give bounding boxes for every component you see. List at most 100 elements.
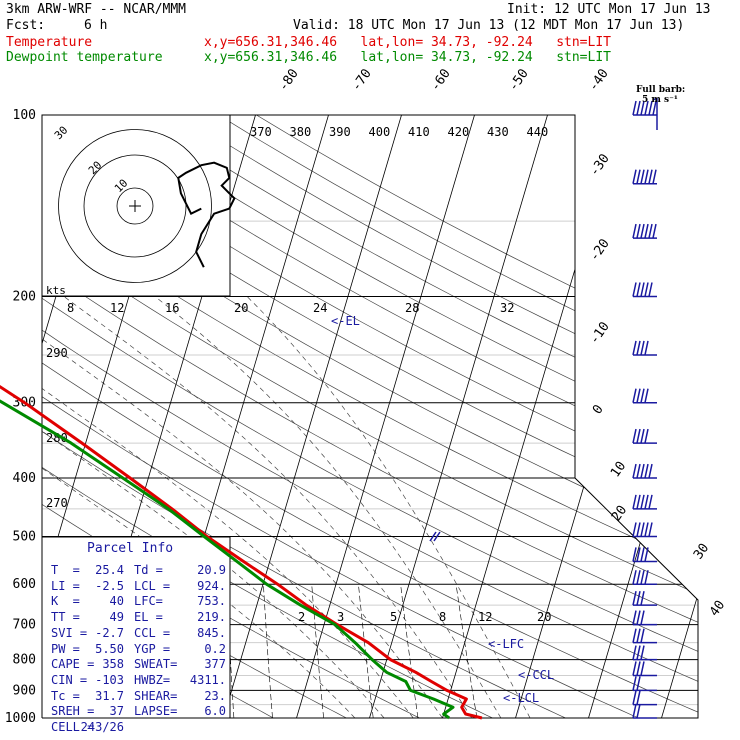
hodograph-ring [116, 187, 154, 225]
hodograph-speed-label: 24 [313, 301, 327, 315]
wind-barb-legend [652, 97, 658, 101]
parcel-cell: SVI = [51, 625, 88, 640]
hodograph-speed-label: 8 [67, 301, 74, 315]
parcel-cell: YGP = [134, 641, 171, 656]
wind-barb-flag [652, 169, 657, 184]
wind-barb-flag [644, 388, 649, 403]
wind-barb-flag [644, 522, 649, 537]
wind-barb-flag [632, 645, 637, 660]
mixing-ratio-label: 8 [439, 610, 446, 624]
moist-adiabat [246, 296, 531, 718]
wind-barb-flag [636, 570, 641, 585]
wind-barb-flag [640, 463, 645, 479]
dry-adiabat [42, 115, 698, 718]
parcel-cell: -2.7 [95, 625, 124, 640]
isotherm-line [442, 115, 621, 718]
isotherm-label: -40 [586, 66, 612, 94]
isotherm-line [296, 115, 475, 718]
dry-adiabat [42, 115, 698, 718]
temperature-legend-label: Temperature [6, 35, 93, 50]
parcel-cell: 377 [204, 657, 226, 672]
hodograph-speed-label: 28 [405, 301, 419, 315]
wind-barb-flag [640, 547, 645, 562]
theta-label: 380 [290, 125, 312, 139]
dry-adiabat [180, 115, 698, 718]
isotherm-line [588, 115, 698, 718]
wind-barb-flag [636, 223, 641, 239]
wind-barb-flag [648, 223, 653, 239]
dry-adiabat [105, 115, 698, 718]
parcel-cell: 20.9 [197, 563, 226, 577]
parcel-cell: 5.50 [95, 641, 124, 656]
hodograph-unit: kts [46, 284, 66, 297]
dewpoint-legend-info: x,y=656.31,346.46 lat,lon= 34.73, -92.24… [204, 50, 611, 65]
theta-label: 270 [46, 496, 68, 510]
parcel-cell: LI = [51, 578, 80, 593]
wind-barb-flag [652, 223, 657, 239]
forecast-hour: 6 h [84, 18, 108, 33]
mixing-ratio-label: 12 [478, 610, 492, 624]
wind-barb-flag [632, 223, 637, 239]
parcel-cell: 924. [197, 578, 226, 593]
wind-barb-flag [632, 610, 637, 625]
wind-barb-flag [632, 690, 637, 705]
wind-barb-flag [632, 591, 637, 606]
isotherm-label: 40 [707, 598, 728, 619]
parcel-info-box [42, 537, 230, 718]
dry-adiabat [142, 115, 698, 718]
wind-barb-flag [648, 522, 653, 537]
parcel-cell: 845. [197, 625, 226, 640]
wind-barb-flag [632, 661, 637, 676]
wind-barb-flag [640, 494, 645, 510]
wind-barb-flag [636, 661, 641, 676]
mixing-ratio-label: 5 [390, 610, 397, 624]
wind-barb-flag [632, 547, 637, 562]
isotherm-line [661, 115, 698, 718]
parcel-cell: LFC= [134, 594, 163, 609]
mixing-ratio-label: 3 [337, 610, 344, 624]
wind-barb-flag [632, 463, 637, 479]
parcel-cell: -2.5 [95, 578, 124, 593]
theta-label: 280 [46, 431, 68, 445]
isotherm-label: -60 [428, 66, 454, 94]
parcel-cell: 49 [109, 610, 124, 625]
wind-barb-flag [640, 428, 645, 444]
parcel-cell: Tc = [51, 688, 80, 703]
isotherm-label: -50 [506, 66, 532, 94]
parcel-cell: 358 [102, 657, 124, 672]
wind-barb-flag [640, 610, 645, 625]
wind-barb-flag [632, 522, 637, 537]
wind-barb-flag [636, 645, 641, 660]
wind-barb-flag [644, 169, 649, 184]
isotherm-label: -80 [276, 66, 302, 94]
barb-legend-unit: 5 m s⁻¹ [642, 95, 678, 105]
wind-barb-flag [648, 282, 653, 297]
isotherm-label: -70 [349, 66, 375, 94]
lfc-marker: <-LFC [488, 637, 525, 651]
pressure-label: 600 [13, 577, 36, 592]
wind-barb-flag [636, 610, 641, 625]
hodograph-speed-label: 16 [165, 301, 179, 315]
wind-barb-flag [636, 463, 641, 479]
parcel-cell: 37 [109, 704, 124, 719]
wind-barb-flag [640, 223, 645, 239]
temperature-trace [0, 384, 483, 720]
wind-barb-flag [636, 340, 641, 356]
wind-barb-flag [632, 282, 637, 297]
parcel-cell: TT = [51, 610, 80, 625]
mixing-ratio-line [263, 584, 273, 718]
wind-barb-flag [640, 169, 645, 184]
parcel-cell: 243/26 [80, 720, 124, 734]
parcel-cell: Td = [134, 563, 163, 577]
wind-barb-flag [636, 428, 641, 444]
wind-barb-flag [644, 428, 649, 444]
dry-adiabat [42, 115, 698, 718]
wind-barb-flag [640, 645, 645, 660]
isotherm-line [223, 115, 402, 718]
dry-adiabat [42, 115, 698, 718]
pressure-label: 500 [13, 529, 36, 544]
isotherm-label: -20 [587, 236, 613, 264]
wind-barb-flag [636, 388, 641, 403]
dry-adiabat [42, 115, 698, 718]
wind-barb-flag [636, 628, 641, 643]
